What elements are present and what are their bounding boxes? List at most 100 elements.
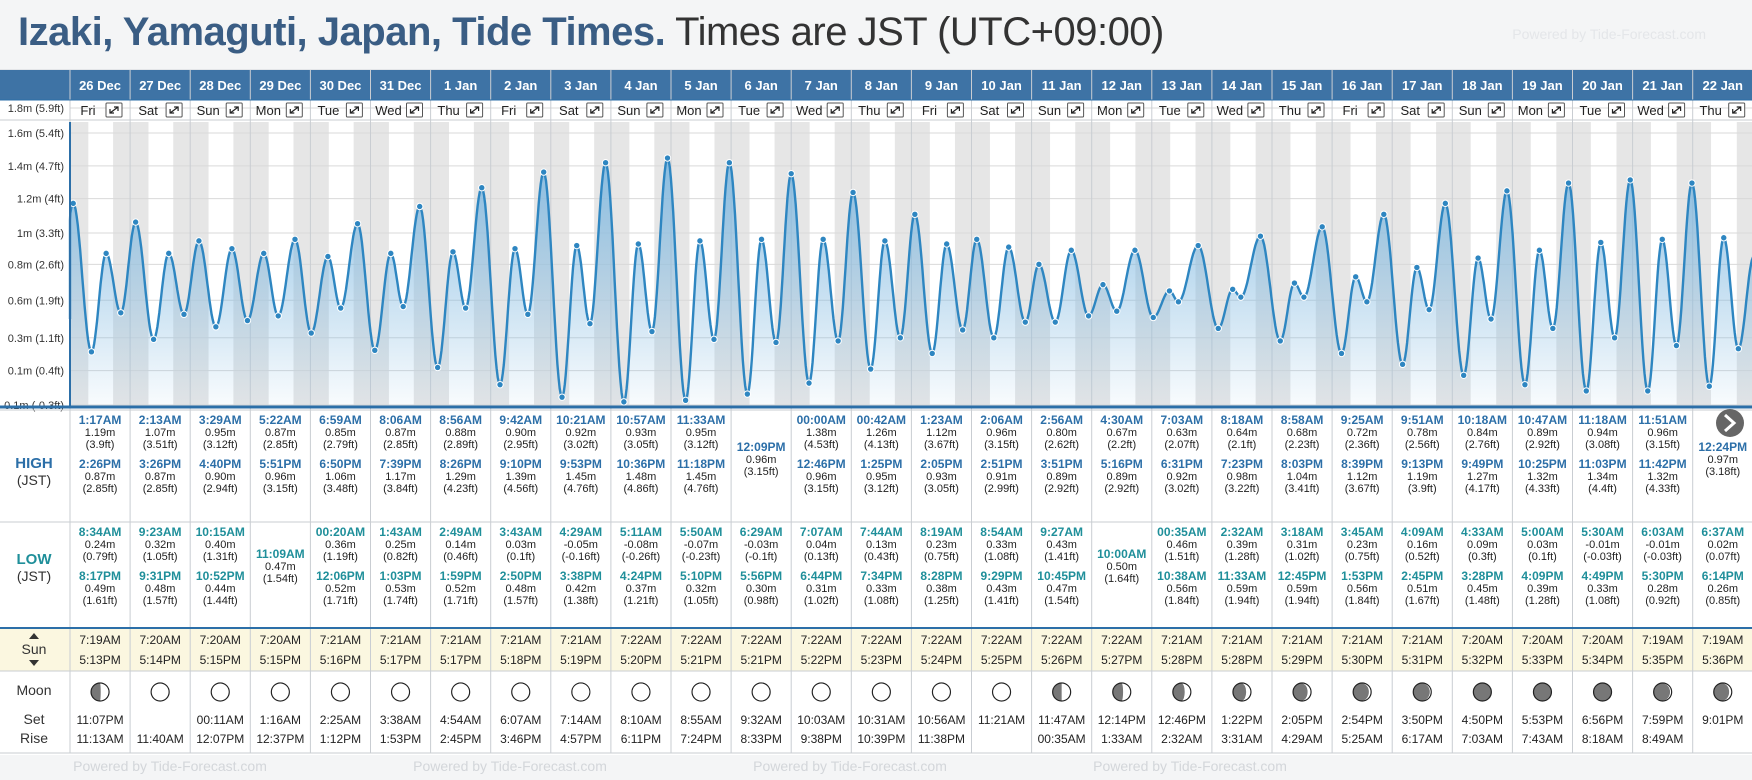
- low-tide-point: [1582, 387, 1590, 395]
- high-tide-time: 8:39PM: [1341, 457, 1383, 471]
- sunrise-time: 7:19AM: [79, 633, 120, 647]
- page-title: Izaki, Yamaguti, Japan, Tide Times. Time…: [18, 10, 1164, 55]
- moon-lit-part: [692, 683, 709, 701]
- high-tide-point: [1165, 287, 1174, 295]
- high-tide-time: 10:18AM: [1458, 413, 1507, 427]
- high-tide-point: [228, 244, 236, 253]
- high-tide-height: 0.91m: [986, 471, 1017, 483]
- low-tide-time: 9:23AM: [139, 525, 182, 539]
- high-tide-height: 0.90m: [505, 427, 536, 439]
- high-tide-height-ft: (3.15ft): [984, 439, 1019, 451]
- moonset-time: 5:53PM: [1522, 713, 1563, 727]
- sun-arrows-icon: [29, 660, 39, 666]
- high-tide-point: [511, 244, 519, 253]
- weekday-label: Mon: [1518, 103, 1543, 118]
- sunrise-time: 7:22AM: [861, 633, 902, 647]
- high-tide-height-ft: (2.85ft): [143, 483, 178, 495]
- low-tide-height-ft: (0.07ft): [1705, 551, 1740, 563]
- moonset-time: 11:47AM: [1038, 713, 1085, 727]
- low-tide-time: 4:33AM: [1461, 525, 1504, 539]
- moonrise-time: 8:49AM: [1642, 732, 1683, 746]
- weekday-label: Sat: [1400, 103, 1420, 118]
- low-tide-point: [586, 320, 594, 328]
- next-page-button[interactable]: [1716, 409, 1744, 437]
- high-tide-height: 1.26m: [866, 427, 897, 439]
- low-tide-point: [274, 312, 282, 320]
- low-tide-height-ft: (0.13ft): [804, 551, 839, 563]
- low-tide-height: 0.46m: [1167, 539, 1198, 551]
- low-tide-time: 2:50PM: [500, 569, 542, 583]
- sunrise-time: 7:20AM: [260, 633, 301, 647]
- high-tide-height: 0.95m: [686, 427, 717, 439]
- high-tide-height-ft: (4.4ft): [1588, 483, 1617, 495]
- moon-lit-part: [1722, 683, 1732, 701]
- low-tide-height: 0.03m: [505, 539, 536, 551]
- low-tide-height-ft: (1.31ft): [203, 551, 238, 563]
- low-tide-height-ft: (1.02ft): [1285, 551, 1320, 563]
- low-tide-height-ft: (0.92ft): [1645, 595, 1680, 607]
- low-tide-height-ft: (1.84ft): [1164, 595, 1199, 607]
- low-tide-height-ft: (1.02ft): [804, 595, 839, 607]
- high-tide-height-ft: (2.79ft): [323, 439, 358, 451]
- high-tide-point: [696, 237, 704, 245]
- high-tide-height: 0.67m: [1106, 427, 1137, 439]
- high-tide-height: 1.12m: [1347, 471, 1378, 483]
- expand-icon: [1672, 106, 1682, 114]
- high-tide-height: 0.95m: [205, 427, 236, 439]
- high-tide-point: [260, 249, 268, 258]
- y-tick-label: 1.2m (4ft): [17, 194, 64, 206]
- high-tide-time: 8:03PM: [1281, 457, 1323, 471]
- low-tide-time: 8:28PM: [920, 569, 962, 583]
- low-tide-time: 11:09AM: [256, 547, 305, 561]
- high-tide-height-ft: (2.92ft): [1044, 483, 1079, 495]
- low-tide-height: 0.39m: [1527, 583, 1558, 595]
- high-tide-height: 0.98m: [1227, 471, 1258, 483]
- expand-icon: [890, 106, 900, 114]
- low-tide-point: [1487, 315, 1495, 323]
- high-tide-height: 1.12m: [926, 427, 957, 439]
- moonset-time: 11:21AM: [978, 713, 1025, 727]
- low-tide-height: 0.56m: [1347, 583, 1378, 595]
- high-tide-height: 1.32m: [1647, 471, 1678, 483]
- weekday-label: Tue: [738, 103, 760, 118]
- high-tide-height-ft: (3.67ft): [924, 439, 959, 451]
- low-tide-height-ft: (-0.26ft): [622, 551, 661, 563]
- low-tide-height: 0.43m: [986, 583, 1017, 595]
- high-tide-height-ft: (4.86ft): [624, 483, 659, 495]
- expand-icon: [950, 106, 960, 114]
- moonrise-time: 2:45PM: [440, 732, 481, 746]
- date-header-label: 19 Jan: [1522, 78, 1563, 93]
- low-tide-height: 0.33m: [1587, 583, 1618, 595]
- footer-bg: [0, 755, 1752, 780]
- tide-table-svg: -0.1m (-0.3ft)0.1m (0.4ft)0.3m (1.1ft)0.…: [0, 70, 1752, 780]
- high-tide-time: 10:47AM: [1518, 413, 1567, 427]
- low-tide-time: 5:30PM: [1642, 569, 1684, 583]
- high-tide-point: [1380, 210, 1388, 218]
- low-tide-point: [461, 304, 470, 312]
- high-tide-height: 1.27m: [1467, 471, 1498, 483]
- low-tide-height-ft: (1.57ft): [503, 595, 538, 607]
- low-tide-point: [1300, 293, 1308, 301]
- low-tide-time: 1:03PM: [380, 569, 422, 583]
- high-tide-height-ft: (2.95ft): [503, 439, 538, 451]
- high-tide-point: [787, 169, 795, 178]
- date-header-label: 22 Jan: [1703, 78, 1744, 93]
- y-tick-label: 0.8m (2.6ft): [8, 259, 64, 271]
- sunset-time: 5:21PM: [740, 653, 781, 667]
- date-header-label: 27 Dec: [139, 78, 181, 93]
- high-tz-label: (JST): [17, 472, 51, 488]
- high-tide-point: [131, 218, 140, 226]
- high-tide-height-ft: (4.56ft): [503, 483, 538, 495]
- date-header-label: 28 Dec: [199, 78, 241, 93]
- high-tide-point: [291, 235, 299, 244]
- weekday-label: Mon: [256, 103, 281, 118]
- high-tide-time: 4:30AM: [1100, 413, 1143, 427]
- high-tide-point: [1290, 279, 1299, 287]
- low-row-label: LOW: [17, 551, 53, 568]
- weekday-label: Thu: [858, 103, 880, 118]
- high-tide-height-ft: (2.07ft): [1164, 439, 1199, 451]
- sunrise-time: 7:20AM: [1582, 633, 1623, 647]
- low-tide-time: 5:00AM: [1521, 525, 1564, 539]
- low-tide-height: 0.52m: [445, 583, 476, 595]
- low-tide-height-ft: (1.21ft): [624, 595, 659, 607]
